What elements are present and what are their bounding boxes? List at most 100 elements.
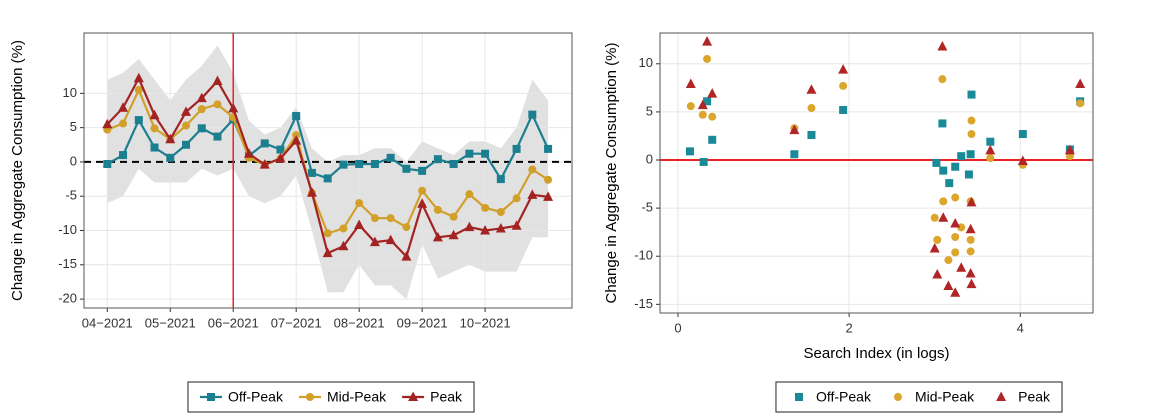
point (703, 97, 712, 106)
point (1017, 155, 1028, 165)
panel-border (83, 32, 573, 309)
x-tick-label: 04−2021 (82, 315, 133, 330)
point (322, 247, 333, 258)
point (707, 88, 718, 98)
legend-marker (408, 391, 419, 401)
legend-label: Peak (1018, 389, 1051, 405)
point (966, 247, 975, 256)
point (985, 144, 996, 155)
point (260, 139, 269, 148)
y-tick-label: 0 (70, 153, 77, 168)
point (956, 262, 967, 272)
legend-marker (305, 393, 314, 401)
point (951, 162, 960, 171)
point (951, 248, 960, 257)
point (544, 175, 553, 184)
y-tick-label: -15 (58, 256, 77, 271)
point (481, 203, 490, 212)
point (275, 152, 286, 163)
point (496, 207, 505, 216)
point (276, 145, 285, 154)
point (150, 143, 159, 152)
point (118, 102, 129, 112)
legend: Off-Peak Mid-Peak Peak (775, 381, 1063, 413)
point (149, 109, 160, 120)
point (119, 151, 128, 160)
point (496, 175, 505, 184)
point (213, 100, 222, 109)
point (449, 159, 458, 168)
point (338, 240, 349, 251)
plot-panel (660, 33, 1093, 313)
point (929, 243, 940, 253)
point (957, 223, 966, 232)
point (182, 140, 191, 149)
point (932, 269, 943, 279)
point (806, 84, 817, 94)
point (354, 219, 365, 230)
point (166, 153, 175, 162)
x-tick-label: 09−2021 (397, 315, 448, 330)
legend-item: Peak (402, 389, 463, 405)
point (133, 72, 144, 83)
legend-item: Off-Peak (199, 389, 284, 405)
point (938, 75, 947, 84)
y-axis-title: Change in Aggregate Consumption (%) (603, 43, 620, 304)
point (966, 150, 975, 159)
y-tick-label: -15 (634, 296, 653, 311)
point (930, 213, 939, 222)
point (432, 231, 443, 242)
point (807, 104, 816, 113)
point (291, 135, 302, 145)
point (838, 64, 849, 74)
point (703, 54, 712, 63)
legend-item: Mid-Peak (893, 389, 975, 405)
point (699, 157, 708, 166)
point (950, 287, 961, 297)
y-tick-label: 10 (63, 85, 77, 100)
point (165, 133, 176, 144)
x-axis-title: Search Index (in logs) (804, 345, 950, 362)
point (1064, 144, 1075, 155)
y-axis-title: Change in Aggregate Consumption (%) (9, 40, 26, 301)
point (386, 214, 395, 223)
point (790, 150, 799, 159)
point (197, 105, 206, 114)
point (702, 36, 713, 46)
y-tick-label: 5 (70, 119, 77, 134)
point (966, 235, 975, 244)
point (698, 110, 707, 119)
point (967, 116, 976, 125)
x-tick-label: 0 (674, 320, 681, 335)
point (967, 90, 976, 99)
point (685, 147, 694, 156)
point (323, 174, 332, 183)
point (150, 124, 159, 133)
point (481, 149, 490, 158)
point (951, 193, 960, 202)
point (528, 110, 537, 119)
y-tick-label: 0 (646, 151, 653, 166)
point (943, 280, 954, 291)
legend-marker (206, 393, 215, 401)
point (511, 220, 522, 230)
point (385, 234, 396, 245)
point (464, 221, 475, 232)
x-tick-label: 10−2021 (460, 315, 511, 330)
point (1075, 78, 1086, 88)
point (932, 158, 941, 167)
point (402, 223, 411, 232)
point (967, 130, 976, 139)
point (307, 168, 316, 177)
point (697, 99, 708, 110)
point (197, 124, 206, 133)
legend-marker (996, 391, 1007, 401)
point (686, 102, 695, 111)
point (839, 105, 848, 114)
point (527, 189, 538, 199)
y-tick-label: -10 (58, 222, 77, 237)
point (339, 224, 348, 233)
point (433, 205, 442, 214)
legend-label: Mid-Peak (915, 389, 975, 405)
x-tick-label: 08−2021 (334, 315, 385, 330)
